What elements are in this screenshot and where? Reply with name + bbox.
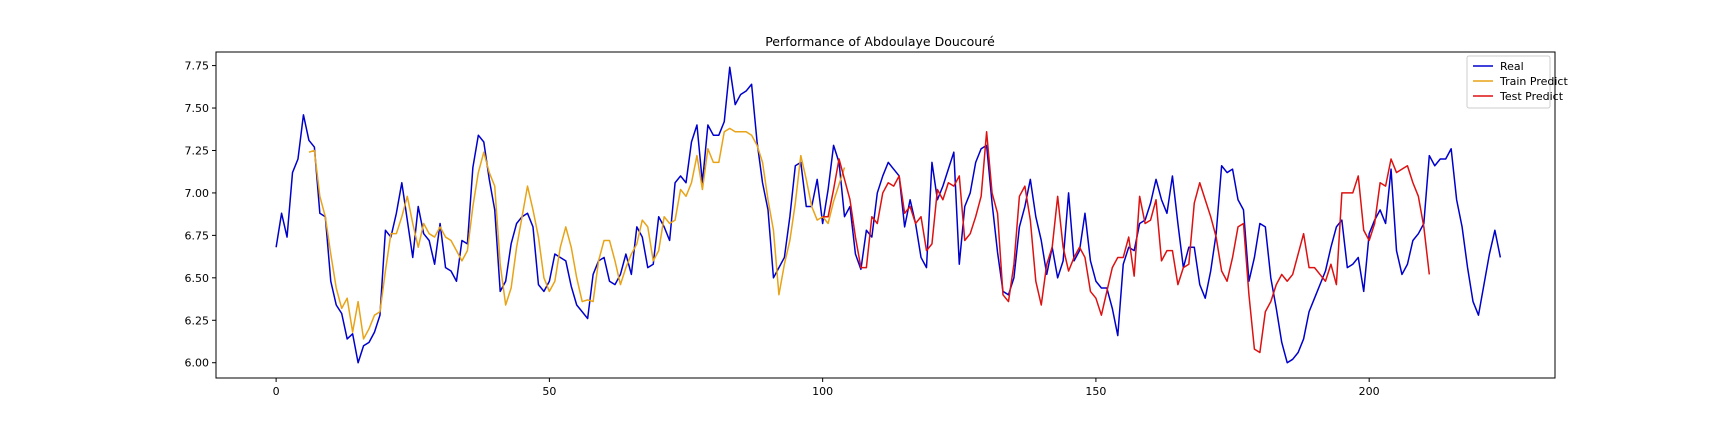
x-tick-label: 150 (1085, 385, 1106, 398)
x-tick-label: 50 (542, 385, 556, 398)
series-layer (275, 66, 1502, 364)
y-tick-label: 7.75 (185, 60, 210, 73)
plot-area (215, 51, 1556, 379)
x-tick-label: 200 (1359, 385, 1380, 398)
legend-box (1466, 55, 1551, 109)
series-line-real (275, 66, 1502, 364)
legend: Real Train Predict Test Predict (1466, 55, 1568, 109)
y-tick-label: 7.25 (185, 144, 210, 157)
y-tick-label: 7.50 (185, 102, 210, 115)
y-tick-label: 6.00 (185, 357, 210, 370)
legend-label-test-predict: Test Predict (1499, 90, 1564, 103)
series-line-train-predict (308, 127, 846, 340)
y-tick-label: 6.75 (185, 229, 210, 242)
legend-label-real: Real (1500, 60, 1524, 73)
x-axis: 0 50 100 150 200 (273, 378, 1380, 398)
series-line-test-predict (822, 131, 1431, 354)
chart-title: Performance of Abdoulaye Doucouré (765, 34, 995, 49)
x-tick-label: 100 (812, 385, 833, 398)
x-tick-label: 0 (273, 385, 280, 398)
y-tick-label: 6.50 (185, 272, 210, 285)
y-axis: 6.00 6.25 6.50 6.75 7.00 7.25 7.50 7.75 (185, 60, 216, 370)
y-tick-label: 6.25 (185, 314, 210, 327)
y-tick-label: 7.00 (185, 187, 210, 200)
legend-label-train-predict: Train Predict (1499, 75, 1568, 88)
